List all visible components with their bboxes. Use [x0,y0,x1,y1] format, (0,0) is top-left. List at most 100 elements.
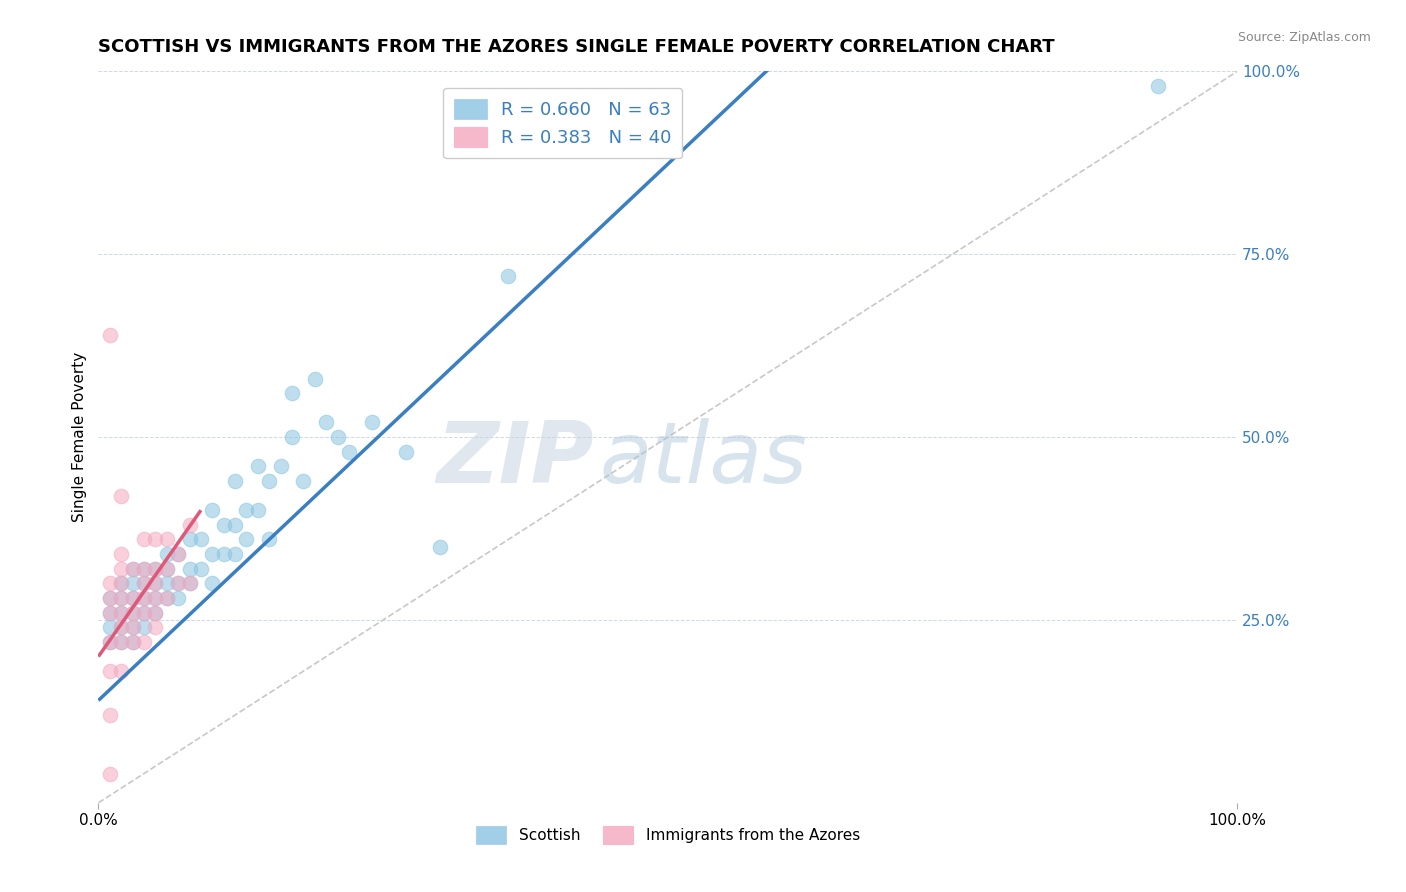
Point [179,517,201,532]
Point [156,562,179,576]
Point [132,591,155,605]
Point [224,517,246,532]
Point [132,606,155,620]
Point [98,591,121,605]
Point [498,269,520,284]
Point [132,620,155,634]
Point [121,606,143,620]
Point [224,547,246,561]
Point [179,562,201,576]
Point [110,620,132,634]
Point [395,444,418,458]
Point [429,540,451,554]
Point [121,620,143,634]
Point [110,635,132,649]
Point [145,606,167,620]
Point [145,606,167,620]
Point [179,533,201,547]
Point [98,635,121,649]
Point [246,503,269,517]
Point [179,576,201,591]
Point [98,606,121,620]
Point [145,576,167,591]
Point [121,591,143,605]
Point [190,562,212,576]
Point [201,503,224,517]
Point [145,562,167,576]
Point [326,430,349,444]
Point [212,517,235,532]
Text: ZIP: ZIP [436,417,593,500]
Point [167,576,190,591]
Point [315,416,337,430]
Point [167,576,190,591]
Point [156,591,179,605]
Point [156,547,179,561]
Point [110,576,132,591]
Point [145,533,167,547]
Legend: Scottish, Immigrants from the Azores: Scottish, Immigrants from the Azores [470,820,866,850]
Point [121,620,143,634]
Point [235,533,257,547]
Point [201,547,224,561]
Point [167,591,190,605]
Point [110,606,132,620]
Point [145,591,167,605]
Point [121,606,143,620]
Point [121,562,143,576]
Point [98,664,121,678]
Point [110,620,132,634]
Text: SCOTTISH VS IMMIGRANTS FROM THE AZORES SINGLE FEMALE POVERTY CORRELATION CHART: SCOTTISH VS IMMIGRANTS FROM THE AZORES S… [98,38,1054,56]
Text: atlas: atlas [599,417,807,500]
Point [145,562,167,576]
Point [98,708,121,723]
Point [156,591,179,605]
Point [98,620,121,634]
Point [132,576,155,591]
Point [270,459,292,474]
Point [132,635,155,649]
Point [110,591,132,605]
Point [132,562,155,576]
Point [337,444,360,458]
Point [281,386,304,401]
Point [167,547,190,561]
Point [110,635,132,649]
Point [190,533,212,547]
Point [292,474,315,488]
Point [246,459,269,474]
Point [110,591,132,605]
Point [98,327,121,342]
Point [110,547,132,561]
Point [145,576,167,591]
Point [132,562,155,576]
Text: Source: ZipAtlas.com: Source: ZipAtlas.com [1237,31,1371,45]
Point [110,606,132,620]
Point [156,576,179,591]
Point [98,635,121,649]
Point [179,576,201,591]
Point [121,635,143,649]
Point [110,664,132,678]
Point [110,489,132,503]
Point [281,430,304,444]
Point [212,547,235,561]
Point [121,591,143,605]
Point [121,576,143,591]
Point [1146,78,1168,93]
Point [201,576,224,591]
Point [98,591,121,605]
Point [156,562,179,576]
Point [156,533,179,547]
Point [98,576,121,591]
Y-axis label: Single Female Poverty: Single Female Poverty [72,352,87,522]
Point [121,635,143,649]
Point [121,562,143,576]
Point [259,533,281,547]
Point [132,606,155,620]
Point [132,533,155,547]
Point [235,503,257,517]
Point [145,620,167,634]
Point [132,591,155,605]
Point [110,576,132,591]
